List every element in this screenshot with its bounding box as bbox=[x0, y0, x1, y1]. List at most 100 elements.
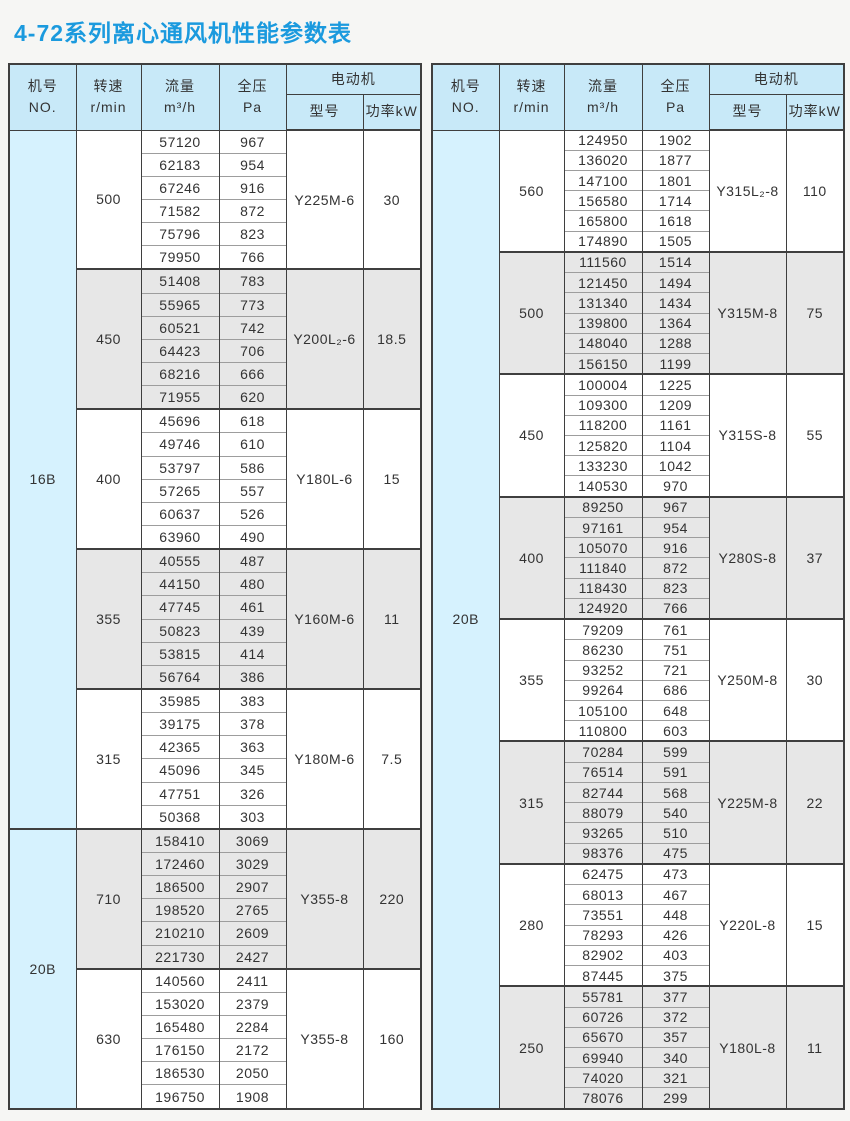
pressure-cell: 603 bbox=[641, 720, 710, 742]
motor-power-cell: 160 bbox=[362, 967, 422, 1109]
table-row: 156150 1199 bbox=[432, 352, 844, 375]
speed-cell: 280 bbox=[498, 862, 565, 987]
machine-no-cell: 20B bbox=[431, 130, 500, 1109]
pressure-cell: 3069 bbox=[218, 827, 287, 853]
table-row: 186530 2050 bbox=[9, 1061, 421, 1085]
pressure-cell: 823 bbox=[218, 221, 287, 246]
pressure-cell: 3029 bbox=[218, 852, 287, 876]
table-row: 78076 299 bbox=[432, 1087, 844, 1109]
table-row: 153020 2379 bbox=[9, 992, 421, 1016]
flow-cell: 97161 bbox=[563, 516, 643, 538]
motor-power-cell: 11 bbox=[362, 548, 422, 689]
table-row: 118200 1161 bbox=[432, 414, 844, 436]
table-row: 450 100004 1225 Y315S-8 55 bbox=[432, 373, 845, 497]
pressure-cell: 480 bbox=[218, 572, 287, 596]
flow-cell: 125820 bbox=[563, 434, 643, 456]
col-header-motor: 电动机 bbox=[708, 63, 845, 95]
col-header-speed: 转速 r/min bbox=[498, 63, 565, 131]
motor-model-cell: Y315S-8 bbox=[708, 373, 787, 497]
table-row: 39175 378 bbox=[9, 712, 421, 736]
table-row: 42365 363 bbox=[9, 735, 421, 759]
flow-cell: 93265 bbox=[563, 822, 643, 844]
table-row: 64423 706 bbox=[9, 338, 421, 363]
pressure-cell: 2050 bbox=[218, 1061, 287, 1085]
flow-cell: 147100 bbox=[563, 169, 643, 191]
table-row: 78293 426 bbox=[432, 924, 844, 946]
flow-cell: 165480 bbox=[140, 1015, 220, 1039]
table-row: 148040 1288 bbox=[432, 332, 844, 354]
pressure-cell: 1042 bbox=[641, 455, 710, 476]
pressure-cell: 1618 bbox=[641, 210, 710, 232]
flow-cell: 76514 bbox=[563, 761, 643, 783]
table-row: 165800 1618 bbox=[432, 210, 844, 232]
pressure-cell: 1494 bbox=[641, 272, 710, 293]
pressure-cell: 599 bbox=[641, 740, 710, 763]
pressure-cell: 916 bbox=[641, 537, 710, 558]
pressure-cell: 372 bbox=[641, 1006, 710, 1028]
flow-cell: 105100 bbox=[563, 699, 643, 721]
flow-cell: 140560 bbox=[140, 967, 220, 993]
flow-cell: 148040 bbox=[563, 332, 643, 354]
table-row: 16B 500 57120 967 Y225M-6 30 bbox=[8, 130, 422, 829]
pressure-cell: 439 bbox=[218, 618, 287, 643]
pressure-cell: 2427 bbox=[218, 944, 287, 969]
speed-cell: 450 bbox=[75, 268, 142, 410]
flow-cell: 121450 bbox=[563, 272, 643, 293]
table-row: 75796 823 bbox=[9, 221, 421, 246]
table-row: 62183 954 bbox=[9, 152, 421, 177]
pressure-cell: 620 bbox=[218, 384, 287, 410]
table-row: 79950 766 bbox=[9, 244, 421, 270]
pressure-cell: 823 bbox=[641, 577, 710, 599]
motor-power-cell: 220 bbox=[362, 827, 422, 969]
flow-cell: 50823 bbox=[140, 618, 220, 643]
pressure-cell: 299 bbox=[641, 1087, 710, 1109]
table-row: 55965 773 bbox=[9, 292, 421, 317]
flow-cell: 158410 bbox=[140, 827, 220, 853]
pressure-cell: 872 bbox=[641, 557, 710, 579]
table-row: 74020 321 bbox=[432, 1067, 844, 1088]
pressure-cell: 967 bbox=[641, 495, 710, 518]
pressure-cell: 510 bbox=[641, 822, 710, 844]
table-row: 110800 603 bbox=[432, 720, 844, 742]
motor-model-cell: Y220L-8 bbox=[708, 862, 787, 987]
flow-cell: 156580 bbox=[563, 190, 643, 211]
motor-power-cell: 11 bbox=[785, 985, 845, 1109]
pressure-cell: 586 bbox=[218, 455, 287, 480]
flow-cell: 111840 bbox=[563, 557, 643, 579]
flow-cell: 71955 bbox=[140, 384, 220, 410]
table-row: 63960 490 bbox=[9, 524, 421, 550]
pressure-cell: 666 bbox=[218, 361, 287, 386]
pressure-cell: 1199 bbox=[641, 352, 710, 375]
table-row: 196750 1908 bbox=[9, 1084, 421, 1109]
pressure-cell: 970 bbox=[641, 475, 710, 497]
speed-cell: 450 bbox=[498, 373, 565, 497]
page-title: 4-72系列离心通风机性能参数表 bbox=[14, 20, 353, 46]
motor-power-cell: 7.5 bbox=[362, 687, 422, 829]
machine-no-cell: 20B bbox=[8, 827, 77, 1109]
table-row: 71582 872 bbox=[9, 198, 421, 223]
table-row: 82902 403 bbox=[432, 944, 844, 966]
pressure-cell: 414 bbox=[218, 641, 287, 666]
pressure-cell: 490 bbox=[218, 524, 287, 550]
pressure-cell: 321 bbox=[641, 1067, 710, 1088]
table-row: 186500 2907 bbox=[9, 875, 421, 899]
flow-cell: 198520 bbox=[140, 898, 220, 922]
flow-cell: 124950 bbox=[563, 130, 643, 151]
motor-model-cell: Y225M-6 bbox=[285, 130, 364, 270]
pressure-cell: 375 bbox=[641, 964, 710, 987]
flow-cell: 221730 bbox=[140, 944, 220, 969]
pressure-cell: 766 bbox=[641, 597, 710, 620]
speed-cell: 355 bbox=[498, 618, 565, 742]
pressure-cell: 1902 bbox=[641, 130, 710, 151]
pressure-cell: 1714 bbox=[641, 190, 710, 211]
header-row-1: 机号 NO. 转速 r/min 流量 m³/h 全压 Pa 电动机 bbox=[8, 63, 422, 131]
flow-cell: 82902 bbox=[563, 944, 643, 966]
table-row: 500 111560 1514 Y315M-8 75 bbox=[432, 250, 845, 375]
pressure-cell: 2907 bbox=[218, 875, 287, 899]
pressure-cell: 386 bbox=[218, 664, 287, 689]
flow-cell: 47751 bbox=[140, 781, 220, 806]
table-row: 250 55781 377 Y180L-8 11 bbox=[432, 985, 845, 1109]
pressure-cell: 721 bbox=[641, 659, 710, 681]
col-header-power: 功率kW bbox=[785, 93, 845, 131]
col-header-pressure: 全压 Pa bbox=[641, 63, 710, 131]
